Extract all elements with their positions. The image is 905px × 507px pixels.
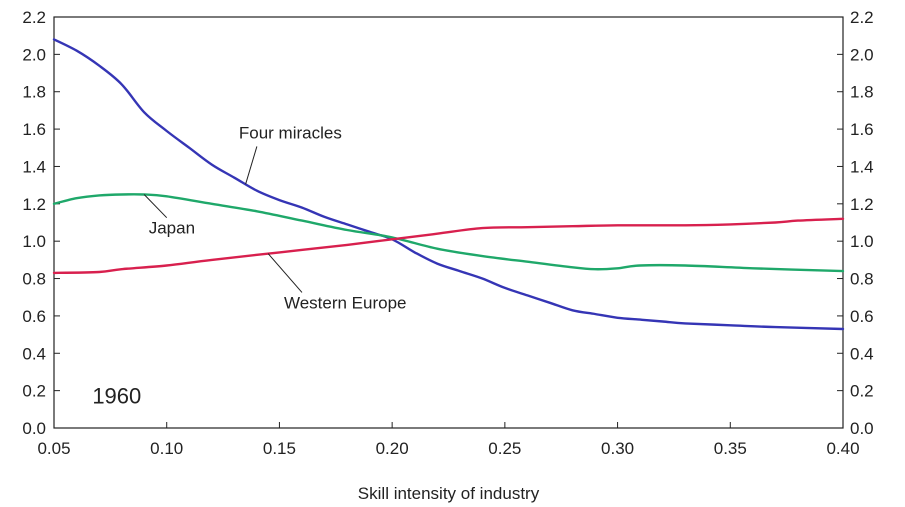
x-tick-label: 0.25	[488, 439, 521, 458]
left-y-tick-label: 1.4	[22, 157, 46, 176]
right-y-tick-label: 1.6	[850, 120, 874, 139]
x-axis: 0.05 0.10 0.15 0.20 0.25 0.30 0.35 0.40	[37, 422, 860, 458]
right-y-tick-label: 0.0	[850, 419, 874, 438]
year-annotation: 1960	[92, 384, 141, 409]
series-line-four-miracles	[52, 38, 845, 331]
left-y-axis: 0.0 0.2 0.4 0.6 0.8 1.0 1.2 1.4 1.6 1.8 2.0 2.2	[22, 8, 60, 438]
left-y-tick-label: 1.0	[22, 232, 46, 251]
x-tick-label: 0.35	[714, 439, 747, 458]
left-y-tick-label: 0.8	[22, 270, 46, 289]
left-y-tick-label: 0.2	[22, 382, 46, 401]
left-y-tick-label: 1.2	[22, 195, 46, 214]
series-layer	[52, 38, 845, 331]
right-y-tick-label: 0.2	[850, 382, 874, 401]
label-leader-line	[267, 253, 303, 293]
right-y-tick-label: 1.2	[850, 195, 874, 214]
series-labels: Four miracles Japan Western Europe	[143, 123, 407, 312]
series-line-western-europe	[52, 217, 845, 275]
x-tick-label: 0.15	[263, 439, 296, 458]
left-y-tick-label: 2.0	[22, 45, 46, 64]
plot-frame	[53, 16, 844, 429]
right-y-axis: 0.0 0.2 0.4 0.6 0.8 1.0 1.2 1.4 1.6 1.8 2.0 2.2	[837, 8, 874, 438]
x-tick-label: 0.05	[37, 439, 70, 458]
right-y-tick-label: 1.4	[850, 157, 874, 176]
left-y-tick-label: 1.6	[22, 120, 46, 139]
x-tick-label: 0.20	[376, 439, 409, 458]
series-label-japan: Japan	[149, 219, 195, 238]
x-tick-label: 0.30	[601, 439, 634, 458]
right-y-tick-label: 1.0	[850, 232, 874, 251]
right-y-tick-label: 0.4	[850, 344, 874, 363]
x-tick-label: 0.40	[826, 439, 859, 458]
series-label-western-europe: Western Europe	[284, 293, 407, 312]
x-tick-label: 0.10	[150, 439, 183, 458]
left-y-tick-label: 0.0	[22, 419, 46, 438]
right-y-tick-label: 0.8	[850, 270, 874, 289]
right-y-tick-label: 1.8	[850, 83, 874, 102]
right-y-tick-label: 2.2	[850, 8, 874, 27]
left-y-tick-label: 1.8	[22, 83, 46, 102]
series-label-four-miracles: Four miracles	[239, 123, 342, 142]
label-leader-line	[245, 146, 258, 185]
left-y-tick-label: 2.2	[22, 8, 46, 27]
left-y-tick-label: 0.6	[22, 307, 46, 326]
right-y-tick-label: 0.6	[850, 307, 874, 326]
left-y-tick-label: 0.4	[22, 344, 46, 363]
label-leader-line	[143, 194, 168, 219]
right-y-tick-label: 2.0	[850, 45, 874, 64]
x-axis-label: Skill intensity of industry	[358, 484, 540, 503]
